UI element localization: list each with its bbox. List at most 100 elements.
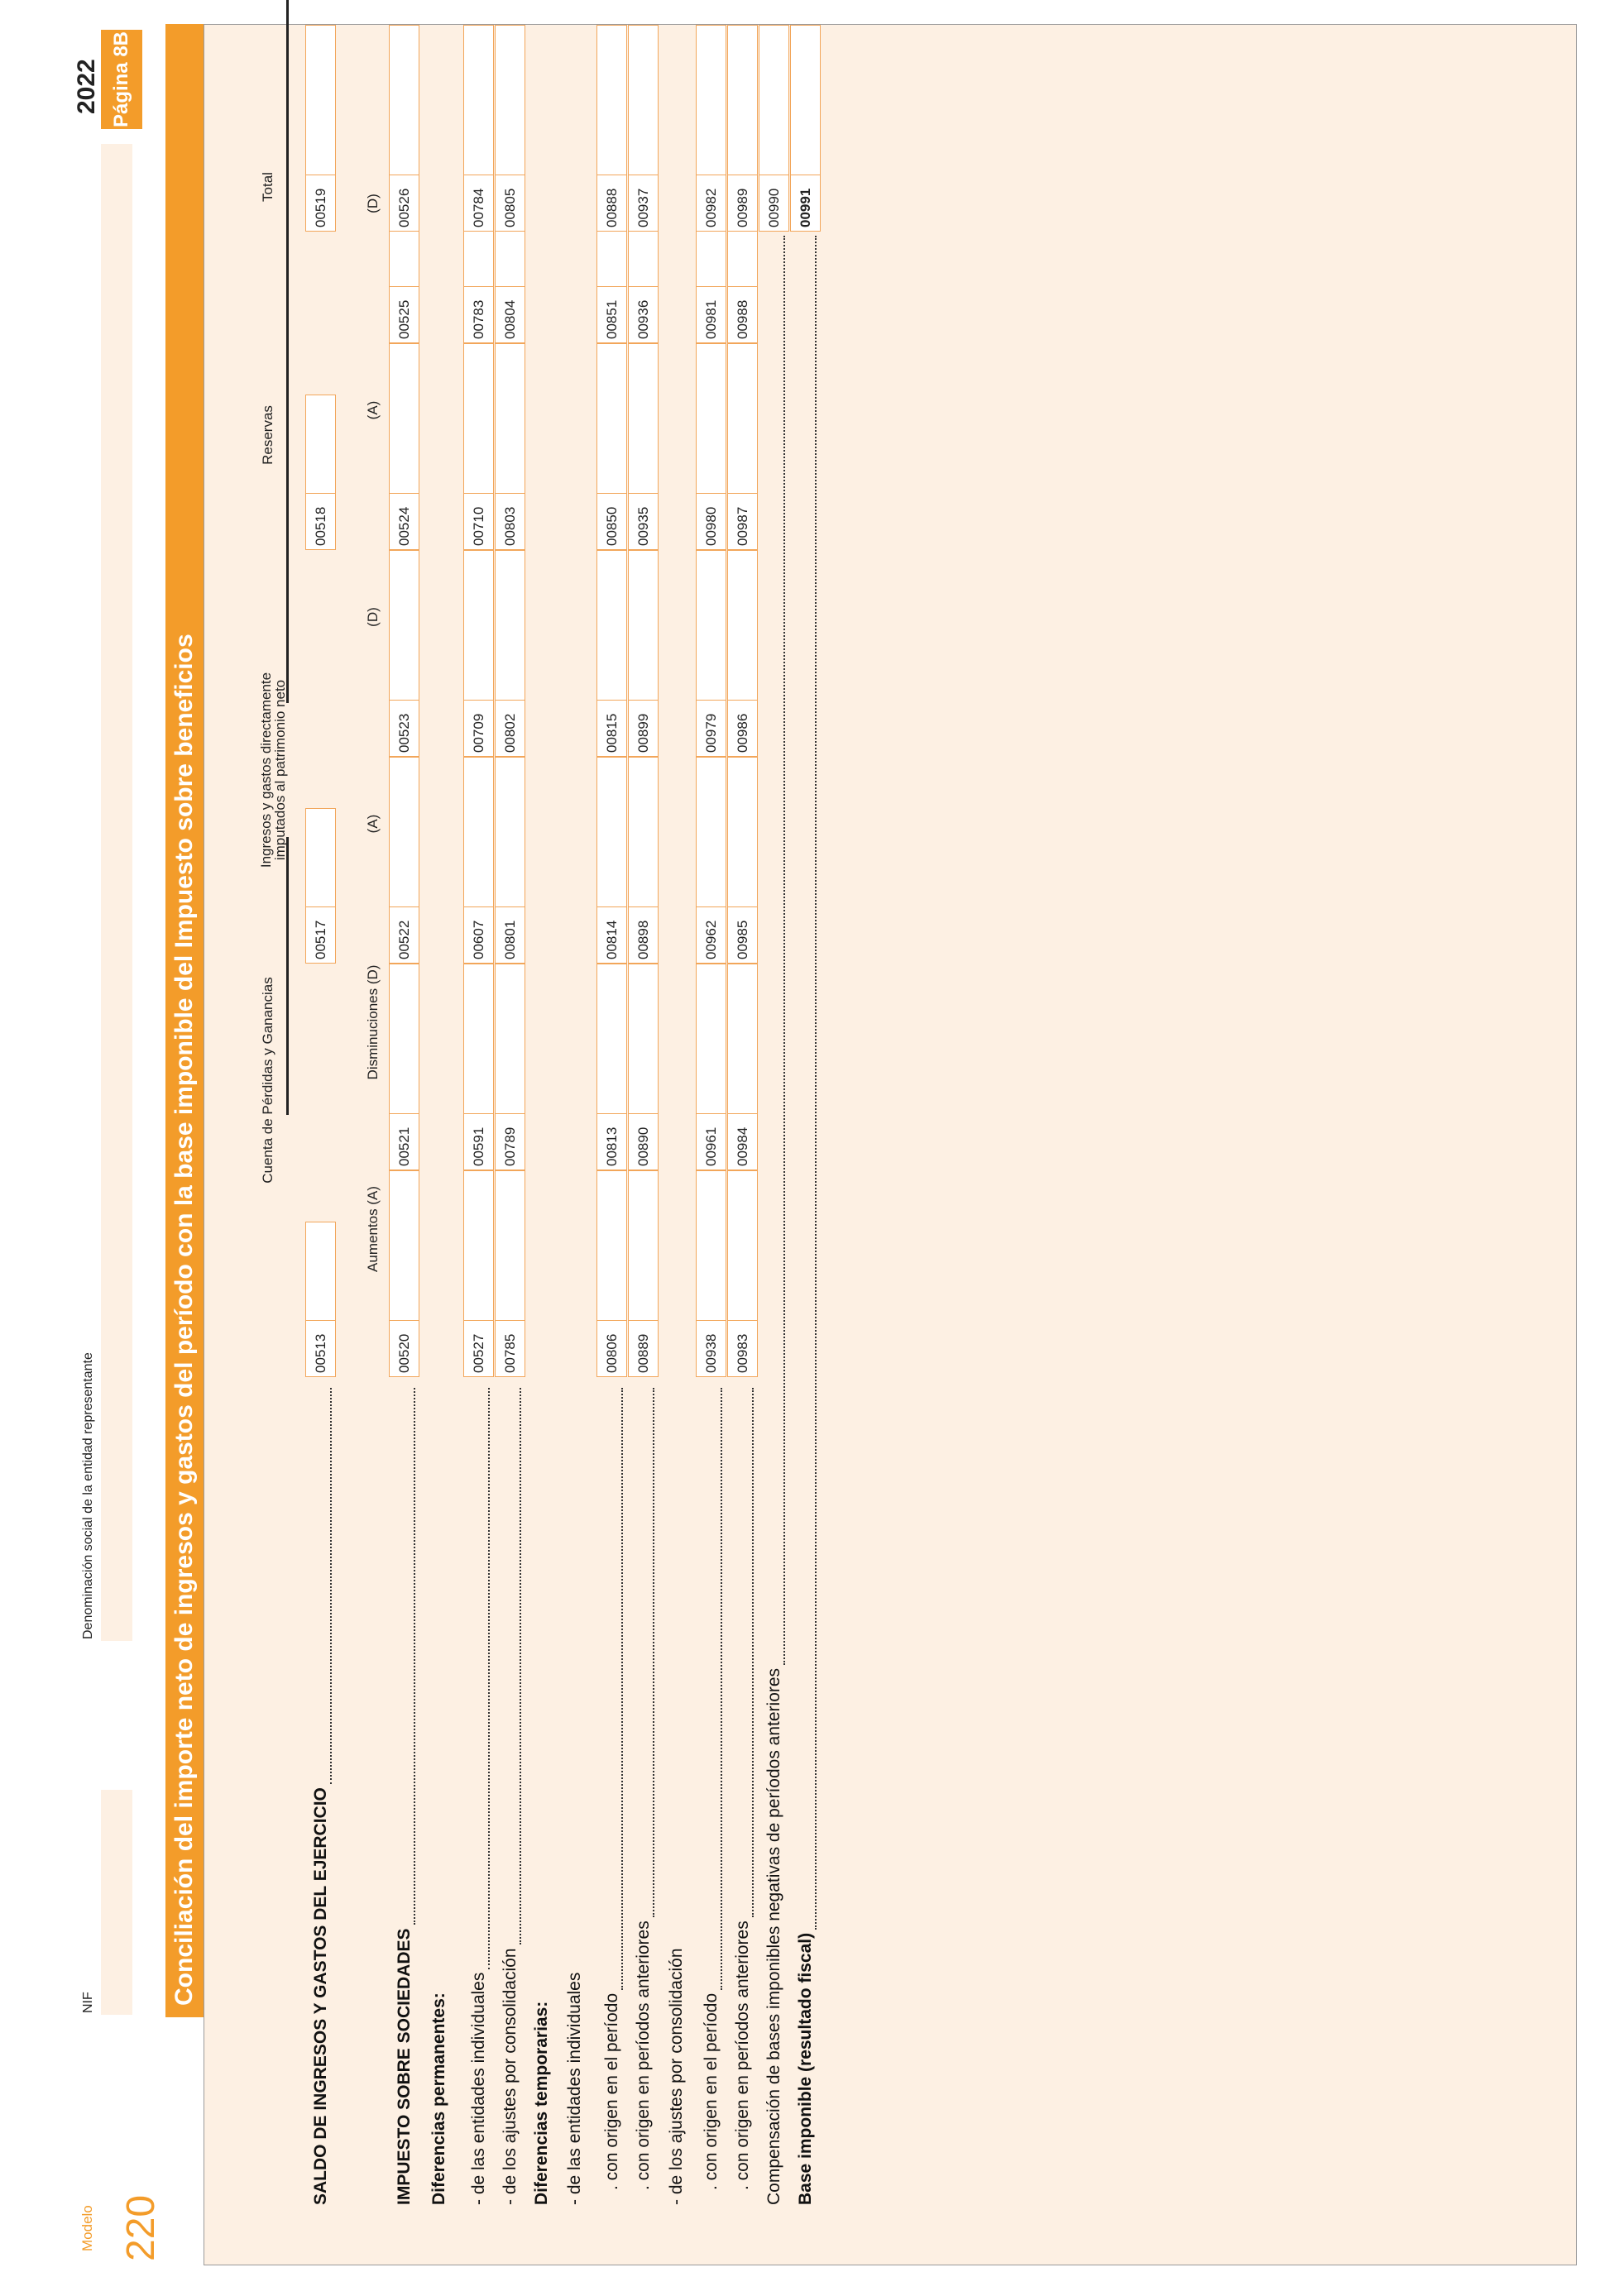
code-00888: 00888 — [597, 175, 626, 231]
cell-00889[interactable]: 00889 — [628, 1170, 659, 1377]
cell-00991[interactable]: 00991 — [790, 25, 821, 232]
code-00784: 00784 — [464, 175, 493, 231]
cell-00519[interactable]: 00519 — [305, 25, 336, 232]
code-00813: 00813 — [597, 1113, 626, 1170]
cell-00899[interactable]: 00899 — [628, 550, 659, 757]
code-00961: 00961 — [697, 1113, 726, 1170]
col-group-total: Total — [260, 172, 275, 202]
cell-00938[interactable]: 00938 — [696, 1170, 726, 1377]
cell-00979[interactable]: 00979 — [696, 550, 726, 757]
row-impuesto-label: IMPUESTO SOBRE SOCIEDADES — [389, 1385, 419, 2205]
cell-00526[interactable]: 00526 — [389, 25, 419, 232]
cell-00850[interactable]: 00850 — [596, 343, 627, 550]
code-00980: 00980 — [697, 493, 726, 549]
cell-00987[interactable]: 00987 — [727, 343, 758, 550]
code-00801: 00801 — [496, 906, 525, 963]
cell-00513[interactable]: 00513 — [305, 1222, 336, 1377]
cell-00984[interactable]: 00984 — [727, 964, 758, 1170]
code-00526: 00526 — [390, 175, 419, 231]
cell-00802[interactable]: 00802 — [495, 550, 525, 757]
cell-00989[interactable]: 00989 — [727, 25, 758, 232]
col-d-reservas: (D) — [365, 194, 381, 213]
cell-00789[interactable]: 00789 — [495, 964, 525, 1170]
cell-00520[interactable]: 00520 — [389, 1170, 419, 1377]
code-00785: 00785 — [496, 1320, 525, 1376]
cell-00521[interactable]: 00521 — [389, 964, 419, 1170]
col-d-patrimonio: (D) — [365, 607, 381, 627]
code-00521: 00521 — [390, 1113, 419, 1170]
cell-00961[interactable]: 00961 — [696, 964, 726, 1170]
denominacion-field[interactable] — [101, 144, 132, 1641]
cell-00990[interactable]: 00990 — [759, 25, 789, 232]
row-perm-ind-label: - de las entidades individuales — [463, 1385, 494, 2205]
code-00607: 00607 — [464, 906, 493, 963]
cell-00523[interactable]: 00523 — [389, 550, 419, 757]
modelo-label: Modelo — [79, 2205, 95, 2251]
code-00983: 00983 — [728, 1320, 757, 1376]
code-00513: 00513 — [306, 1320, 335, 1376]
code-00935: 00935 — [629, 493, 658, 549]
cell-00890[interactable]: 00890 — [628, 964, 659, 1170]
cell-00815[interactable]: 00815 — [596, 550, 627, 757]
row-temp-ind-label: - de las entidades individuales — [564, 1972, 584, 2205]
cell-00518[interactable]: 00518 — [305, 395, 336, 550]
cell-00522[interactable]: 00522 — [389, 757, 419, 964]
cell-00962[interactable]: 00962 — [696, 757, 726, 964]
cell-00709[interactable]: 00709 — [463, 550, 494, 757]
cell-00517[interactable]: 00517 — [305, 808, 336, 964]
cell-00982[interactable]: 00982 — [696, 25, 726, 232]
cell-00591[interactable]: 00591 — [463, 964, 494, 1170]
cell-00814[interactable]: 00814 — [596, 757, 627, 964]
code-00518: 00518 — [306, 493, 335, 549]
code-00991: 00991 — [791, 175, 820, 231]
cell-00710[interactable]: 00710 — [463, 343, 494, 550]
code-00527: 00527 — [464, 1320, 493, 1376]
cell-00784[interactable]: 00784 — [463, 25, 494, 232]
code-00814: 00814 — [597, 906, 626, 963]
cell-00813[interactable]: 00813 — [596, 964, 627, 1170]
col-a-patrimonio: (A) — [365, 814, 381, 834]
cell-00898[interactable]: 00898 — [628, 757, 659, 964]
nif-field[interactable] — [101, 1790, 132, 2015]
code-00989: 00989 — [728, 175, 757, 231]
cell-00980[interactable]: 00980 — [696, 343, 726, 550]
code-00986: 00986 — [728, 700, 757, 756]
cell-00805[interactable]: 00805 — [495, 25, 525, 232]
cell-00986[interactable]: 00986 — [727, 550, 758, 757]
code-00899: 00899 — [629, 700, 658, 756]
cell-00985[interactable]: 00985 — [727, 757, 758, 964]
code-00889: 00889 — [629, 1320, 658, 1376]
code-00523: 00523 — [390, 700, 419, 756]
page-tab: Página 8B — [101, 30, 142, 129]
code-00802: 00802 — [496, 700, 525, 756]
code-00937: 00937 — [629, 175, 658, 231]
code-00524: 00524 — [390, 493, 419, 549]
col-group-patrimonio-line — [286, 293, 289, 703]
row-temp-cons-ant-label: . con origen en períodos anteriores — [727, 1385, 758, 2205]
code-00982: 00982 — [697, 175, 726, 231]
cell-00524[interactable]: 00524 — [389, 343, 419, 550]
code-00981: 00981 — [697, 286, 726, 342]
row-saldo-label: SALDO DE INGRESOS Y GASTOS DEL EJERCICIO — [305, 1385, 336, 2205]
denominacion-label: Denominación social de la entidad repres… — [81, 1352, 95, 1639]
row-temp-cons-per-label: . con origen en el período — [696, 1385, 726, 2205]
cell-00785[interactable]: 00785 — [495, 1170, 525, 1377]
code-00525: 00525 — [390, 286, 419, 342]
row-temp-ind-per-label: . con origen en el período — [596, 1385, 627, 2205]
cell-00803[interactable]: 00803 — [495, 343, 525, 550]
cell-00888[interactable]: 00888 — [596, 25, 627, 232]
cell-00607[interactable]: 00607 — [463, 757, 494, 964]
year: 2022 — [73, 59, 100, 114]
cell-00806[interactable]: 00806 — [596, 1170, 627, 1377]
col-group-total-line — [286, 24, 289, 103]
cell-00801[interactable]: 00801 — [495, 757, 525, 964]
code-00803: 00803 — [496, 493, 525, 549]
cell-00937[interactable]: 00937 — [628, 25, 659, 232]
col-disminuciones: Disminuciones (D) — [365, 964, 381, 1080]
cell-00527[interactable]: 00527 — [463, 1170, 494, 1377]
modelo-number: 220 — [119, 2194, 163, 2261]
code-00988: 00988 — [728, 286, 757, 342]
cell-00983[interactable]: 00983 — [727, 1170, 758, 1377]
cell-00935[interactable]: 00935 — [628, 343, 659, 550]
